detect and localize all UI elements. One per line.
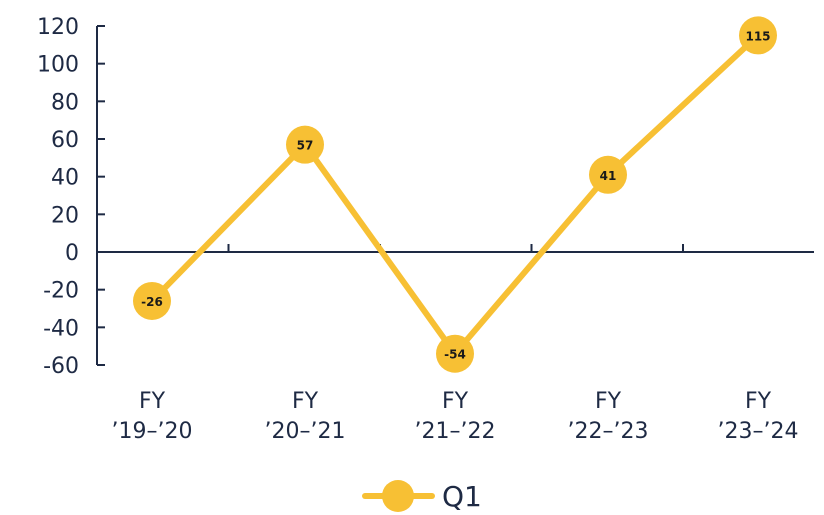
x-category-label: FY ’22–’23 [568, 389, 649, 444]
series-line-q1 [149, 32, 761, 357]
x-category-label: FY ’21–’22 [415, 389, 496, 444]
x-category-label: FY ’23–’24 [718, 389, 799, 444]
x-axis: FY ’19–’20 FY ’20–’21 FY ’21–’22 FY ’22–’23 FY ’2… [97, 244, 814, 444]
x-category-label: FY ’20–’21 [265, 389, 346, 444]
data-label: 57 [297, 139, 314, 153]
series-q1: -26 57 -54 41 115 [133, 16, 777, 373]
y-tick-label: 100 [37, 53, 79, 78]
data-label: -54 [444, 348, 466, 362]
data-point-marker [739, 16, 777, 55]
data-point-marker [436, 334, 474, 373]
legend: Q1 [362, 480, 482, 513]
legend-label-q1: Q1 [442, 480, 482, 513]
y-tick-label: -40 [43, 316, 79, 341]
y-tick-label: 0 [65, 241, 79, 266]
data-point-marker [133, 281, 171, 320]
y-tick-label: 80 [51, 90, 79, 115]
x-category-label: FY ’19–’20 [112, 389, 193, 444]
data-point-marker [286, 125, 324, 164]
data-point-marker [589, 155, 627, 194]
y-tick-label: 40 [51, 166, 79, 191]
legend-marker-swatch [382, 480, 414, 512]
y-tick-label: -60 [43, 354, 79, 379]
y-axis: 120 100 80 60 40 20 0 -20 -40 -60 [37, 15, 105, 379]
y-tick-label: 20 [51, 203, 79, 228]
data-label: -26 [141, 295, 163, 309]
data-label: 115 [745, 29, 770, 43]
data-label: 41 [600, 169, 617, 183]
y-tick-label: 60 [51, 128, 79, 153]
y-tick-label: 120 [37, 15, 79, 40]
y-tick-label: -20 [43, 279, 79, 304]
